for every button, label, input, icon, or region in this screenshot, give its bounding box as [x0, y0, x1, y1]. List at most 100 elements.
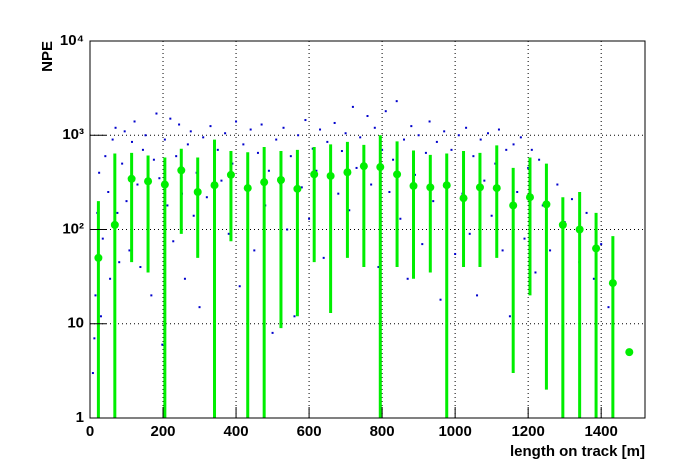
profile-point [260, 178, 269, 187]
profile-point [127, 174, 136, 183]
scatter-point [293, 315, 296, 318]
axis-layer: 0 200 400 600 800 1000 1200 1400 1 10 10² 10³ 10⁴ [60, 32, 618, 440]
scatter-point [220, 179, 223, 182]
profile-point [625, 348, 634, 357]
scatter-point [227, 232, 230, 235]
scatter-point [109, 277, 112, 280]
profile-point [343, 168, 352, 177]
scatter-point [592, 277, 595, 280]
scatter-point [125, 200, 128, 203]
profile-point [393, 170, 402, 179]
y-axis-label: NPE [39, 41, 56, 72]
scatter-point [381, 148, 384, 151]
profile-point [558, 220, 567, 229]
y-tick-label: 10³ [62, 126, 84, 143]
scatter-point [322, 256, 325, 259]
scatter-point [600, 243, 603, 246]
x-tick-label: 400 [224, 423, 249, 440]
x-tick-label: 1200 [511, 423, 544, 440]
profile-point [525, 193, 534, 202]
scatter-point [152, 158, 155, 161]
scatter-point [150, 294, 153, 297]
scatter-point [224, 132, 227, 135]
scatter-point [175, 155, 178, 158]
scatter-point [99, 315, 102, 318]
x-tick-label: 800 [370, 423, 395, 440]
scatter-point [479, 138, 482, 141]
scatter-point [166, 204, 169, 207]
scatter-point [384, 110, 387, 113]
scatter-point [104, 155, 107, 158]
scatter-point [333, 121, 336, 124]
scatter-point [192, 214, 195, 217]
scatter-point [348, 209, 351, 212]
scatter-point [163, 138, 166, 141]
x-tick-label: 1400 [584, 423, 617, 440]
scatter-point [101, 237, 104, 240]
profile-point [94, 253, 103, 262]
profile-point [442, 181, 451, 190]
profile-point [326, 171, 335, 180]
scatter-point [399, 217, 402, 220]
scatter-point [202, 136, 205, 139]
profile-point [310, 170, 319, 179]
profile-point [409, 181, 418, 190]
scatter-point [91, 372, 94, 375]
profile-point [492, 184, 501, 193]
scatter-point [468, 232, 471, 235]
scatter-point [512, 143, 515, 146]
scatter-point [114, 126, 117, 129]
scatter-point [370, 183, 373, 186]
scatter-point [373, 126, 376, 129]
scatter-point [155, 112, 158, 115]
scatter-point [417, 134, 420, 137]
scatter-point [527, 166, 530, 169]
scatter-point [534, 271, 537, 274]
scatter-point [319, 128, 322, 131]
scatter-point [432, 200, 435, 203]
profile-point [243, 184, 252, 193]
scatter-point [483, 179, 486, 182]
scatter-point [570, 198, 573, 201]
scatter-point [549, 249, 552, 252]
scatter-point [136, 183, 139, 186]
scatter-point [366, 115, 369, 118]
scatter-point [315, 169, 318, 172]
scatter-point [158, 177, 161, 180]
scatter-point [111, 138, 114, 141]
profile-point [509, 201, 518, 210]
scatter-point [585, 211, 588, 214]
scatter-point [556, 183, 559, 186]
scatter-point [271, 331, 274, 334]
scatter-point [607, 306, 610, 309]
scatter-point [443, 130, 446, 133]
scatter-point [297, 134, 300, 137]
scatter-point [141, 148, 144, 151]
scatter-point [128, 249, 131, 252]
scatter-point [454, 252, 457, 255]
scatter-point [139, 266, 142, 269]
scatter-point [388, 190, 391, 193]
scatter-point [209, 125, 212, 128]
scatter-point [519, 136, 522, 139]
scatter-point [289, 155, 292, 158]
profile-point [293, 184, 302, 193]
scatter-point [235, 120, 238, 123]
profile-point [177, 166, 186, 175]
scatter-point [282, 126, 285, 129]
scatter-point [497, 128, 500, 131]
profile-point [426, 183, 435, 192]
scatter-point [130, 140, 133, 143]
scatter-point [172, 240, 175, 243]
scatter-point [118, 261, 121, 264]
y-tick-label: 1 [76, 409, 84, 426]
scatter-point [308, 217, 311, 220]
profile-point [276, 176, 285, 185]
profile-point [575, 225, 584, 234]
profile-point [542, 200, 551, 209]
x-tick-label: 0 [86, 423, 94, 440]
scatter-point [450, 148, 453, 151]
scatter-point [304, 119, 307, 122]
scatter-point [275, 138, 278, 141]
scatter-point [286, 228, 289, 231]
